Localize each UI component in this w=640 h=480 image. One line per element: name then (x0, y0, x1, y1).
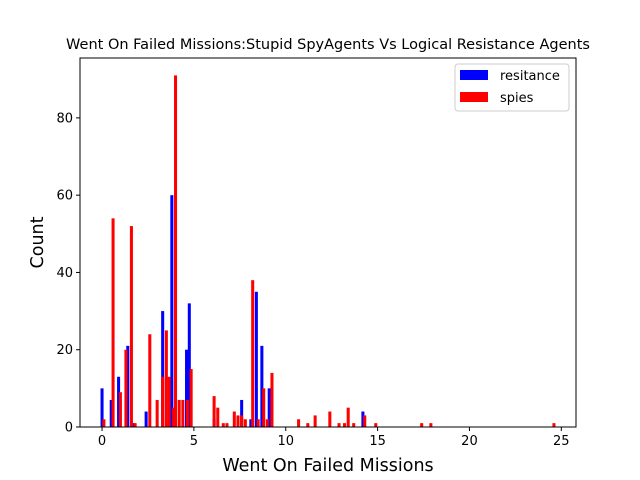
plot-area (100, 75, 556, 427)
bar-spies-8 (161, 376, 165, 427)
y-axis-ticks: 0 20 40 60 80 (56, 111, 80, 436)
bar-spies-30 (297, 419, 301, 427)
bar-spies-9 (164, 330, 168, 427)
bar-spies-17 (212, 396, 216, 427)
bar-spies-22 (236, 415, 240, 427)
bar-spies-36 (346, 407, 350, 427)
y-axis-label: Count (28, 216, 48, 268)
bar-resitance-16 (361, 411, 365, 427)
bar-spies-35 (343, 423, 347, 427)
bar-resitance-9 (187, 303, 191, 427)
x-tick-label: 25 (553, 434, 570, 449)
series-resitance-bars (100, 195, 365, 427)
bar-resitance-4 (131, 423, 135, 427)
bar-spies-16 (189, 369, 193, 427)
bar-spies-1 (111, 218, 115, 427)
bar-resitance-2 (117, 376, 121, 427)
bar-spies-18 (216, 407, 220, 427)
x-tick-label: 15 (369, 434, 386, 449)
bar-spies-0 (102, 419, 106, 427)
bar-resitance-8 (185, 349, 189, 427)
bar-resitance-11 (240, 399, 244, 427)
bar-spies-39 (374, 423, 378, 427)
bar-spies-25 (251, 280, 255, 427)
bar-spies-23 (240, 415, 244, 427)
bar-resitance-14 (260, 345, 264, 427)
x-tick-label: 5 (190, 434, 198, 449)
x-tick-label: 0 (98, 434, 106, 449)
series-spies-bars (102, 75, 556, 427)
legend-swatch-spies (460, 92, 488, 102)
bar-spies-21 (232, 411, 236, 427)
x-axis-ticks: 0 5 10 15 20 25 (98, 427, 570, 449)
x-axis-label: Went On Failed Missions (222, 456, 433, 476)
bar-resitance-6 (161, 311, 165, 427)
bar-spies-40 (420, 423, 424, 427)
bar-spies-20 (225, 423, 229, 427)
bar-spies-42 (552, 423, 556, 427)
bar-resitance-5 (144, 411, 148, 427)
legend-swatch-resitance (460, 70, 488, 80)
bar-spies-11 (172, 407, 176, 427)
bar-spies-5 (133, 423, 137, 427)
chart-title: Went On Failed Missions:Stupid SpyAgents… (66, 37, 590, 53)
bar-spies-3 (124, 349, 128, 427)
bar-spies-14 (181, 399, 185, 427)
legend-label-resitance: resitance (500, 69, 560, 84)
legend: resitance spies (454, 63, 570, 112)
y-tick-label: 20 (56, 343, 73, 358)
bar-spies-7 (155, 399, 159, 427)
bar-resitance-12 (249, 419, 253, 427)
bar-spies-2 (118, 392, 122, 427)
bar-spies-10 (167, 376, 171, 427)
bar-spies-15 (185, 399, 189, 427)
bar-spies-41 (429, 423, 433, 427)
y-tick-label: 0 (65, 421, 73, 436)
bar-spies-29 (270, 372, 274, 427)
bar-spies-6 (148, 334, 152, 427)
bar-resitance-7 (170, 195, 174, 427)
bar-spies-4 (129, 226, 133, 427)
bar-resitance-15 (267, 388, 271, 427)
x-tick-label: 10 (277, 434, 294, 449)
bar-spies-26 (256, 419, 260, 427)
bar-spies-27 (262, 388, 266, 427)
bar-resitance-13 (254, 291, 258, 427)
bar-spies-24 (243, 419, 247, 427)
bar-spies-28 (265, 419, 269, 427)
bar-spies-31 (306, 423, 310, 427)
bar-resitance-0 (100, 388, 104, 427)
bar-resitance-1 (109, 399, 113, 427)
y-tick-label: 40 (56, 266, 73, 281)
axes-frame (79, 57, 577, 428)
x-tick-label: 20 (461, 434, 478, 449)
bar-spies-34 (337, 423, 341, 427)
y-tick-label: 60 (56, 189, 73, 204)
bar-spies-13 (177, 399, 181, 427)
bar-spies-37 (352, 423, 356, 427)
bar-spies-33 (328, 411, 332, 427)
bar-spies-32 (313, 415, 317, 427)
legend-label-spies: spies (500, 91, 534, 106)
bar-spies-19 (221, 423, 225, 427)
bar-spies-12 (174, 75, 178, 427)
bar-resitance-3 (126, 345, 130, 427)
bar-spies-38 (363, 415, 367, 427)
y-tick-label: 80 (56, 111, 73, 126)
